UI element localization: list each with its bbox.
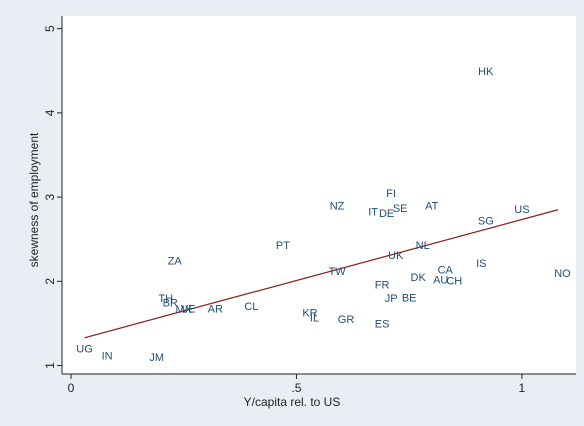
fit-line-group [84, 209, 559, 339]
point-label-th: TH [158, 293, 173, 305]
point-label-uk: UK [388, 250, 404, 262]
point-label-es: ES [375, 318, 390, 330]
axes: 0 .5 1 1 2 3 4 5 [43, 16, 576, 395]
point-label-mx: MX [175, 304, 192, 316]
point-label-ug: UG [76, 344, 93, 356]
point-label-au: AU [433, 275, 448, 287]
point-label-il: IL [310, 313, 319, 325]
x-tick-label: .5 [291, 381, 301, 395]
point-label-jm: JM [149, 352, 164, 364]
point-label-it: IT [368, 206, 378, 218]
point-label-is: IS [476, 258, 486, 270]
x-tick-label: 0 [68, 381, 75, 395]
point-label-no: NO [554, 268, 571, 280]
point-label-cl: CL [244, 301, 258, 313]
y-tick-label: 4 [43, 109, 57, 116]
x-tick-label: 1 [519, 381, 526, 395]
y-axis-title: skewness of employment [27, 132, 41, 267]
y-tick-label: 1 [43, 362, 57, 369]
point-label-za: ZA [168, 255, 183, 267]
points-group: HK FI AT NZ SE IT DE US SG PT NL UK ZA IS CA TW NO DK AUCH… [76, 66, 571, 364]
point-label-pt: PT [276, 240, 290, 252]
point-label-ve: VE [181, 303, 196, 315]
plot-area [62, 16, 576, 374]
point-label-hk: HK [478, 66, 494, 78]
fit-line [84, 209, 559, 339]
point-label-gr: GR [338, 314, 355, 326]
point-label-be: BE [402, 292, 417, 304]
point-label-br: BR [163, 297, 178, 309]
point-label-fr: FR [375, 280, 390, 292]
y-tick-label: 2 [43, 278, 57, 285]
point-label-tw: TW [328, 266, 346, 278]
point-label-fi: FI [386, 188, 396, 200]
point-label-nz: NZ [330, 201, 345, 213]
y-tick-label: 3 [43, 193, 57, 200]
point-label-jp: JP [385, 293, 398, 305]
point-label-sg: SG [478, 216, 494, 228]
point-label-us: US [514, 204, 529, 216]
point-label-ar: AR [208, 303, 223, 315]
point-label-in: IN [102, 350, 113, 362]
y-tick-label: 5 [43, 25, 57, 32]
point-label-se: SE [393, 203, 408, 215]
point-label-dk: DK [411, 272, 427, 284]
point-label-de: DE [379, 208, 394, 220]
point-label-kr: KR [302, 308, 317, 320]
point-label-nl: NL [416, 240, 430, 252]
point-label-ch: CH [446, 275, 462, 287]
x-axis-title: Y/capita rel. to US [244, 395, 341, 409]
point-label-at: AT [425, 201, 439, 213]
point-label-ca: CA [438, 265, 454, 277]
